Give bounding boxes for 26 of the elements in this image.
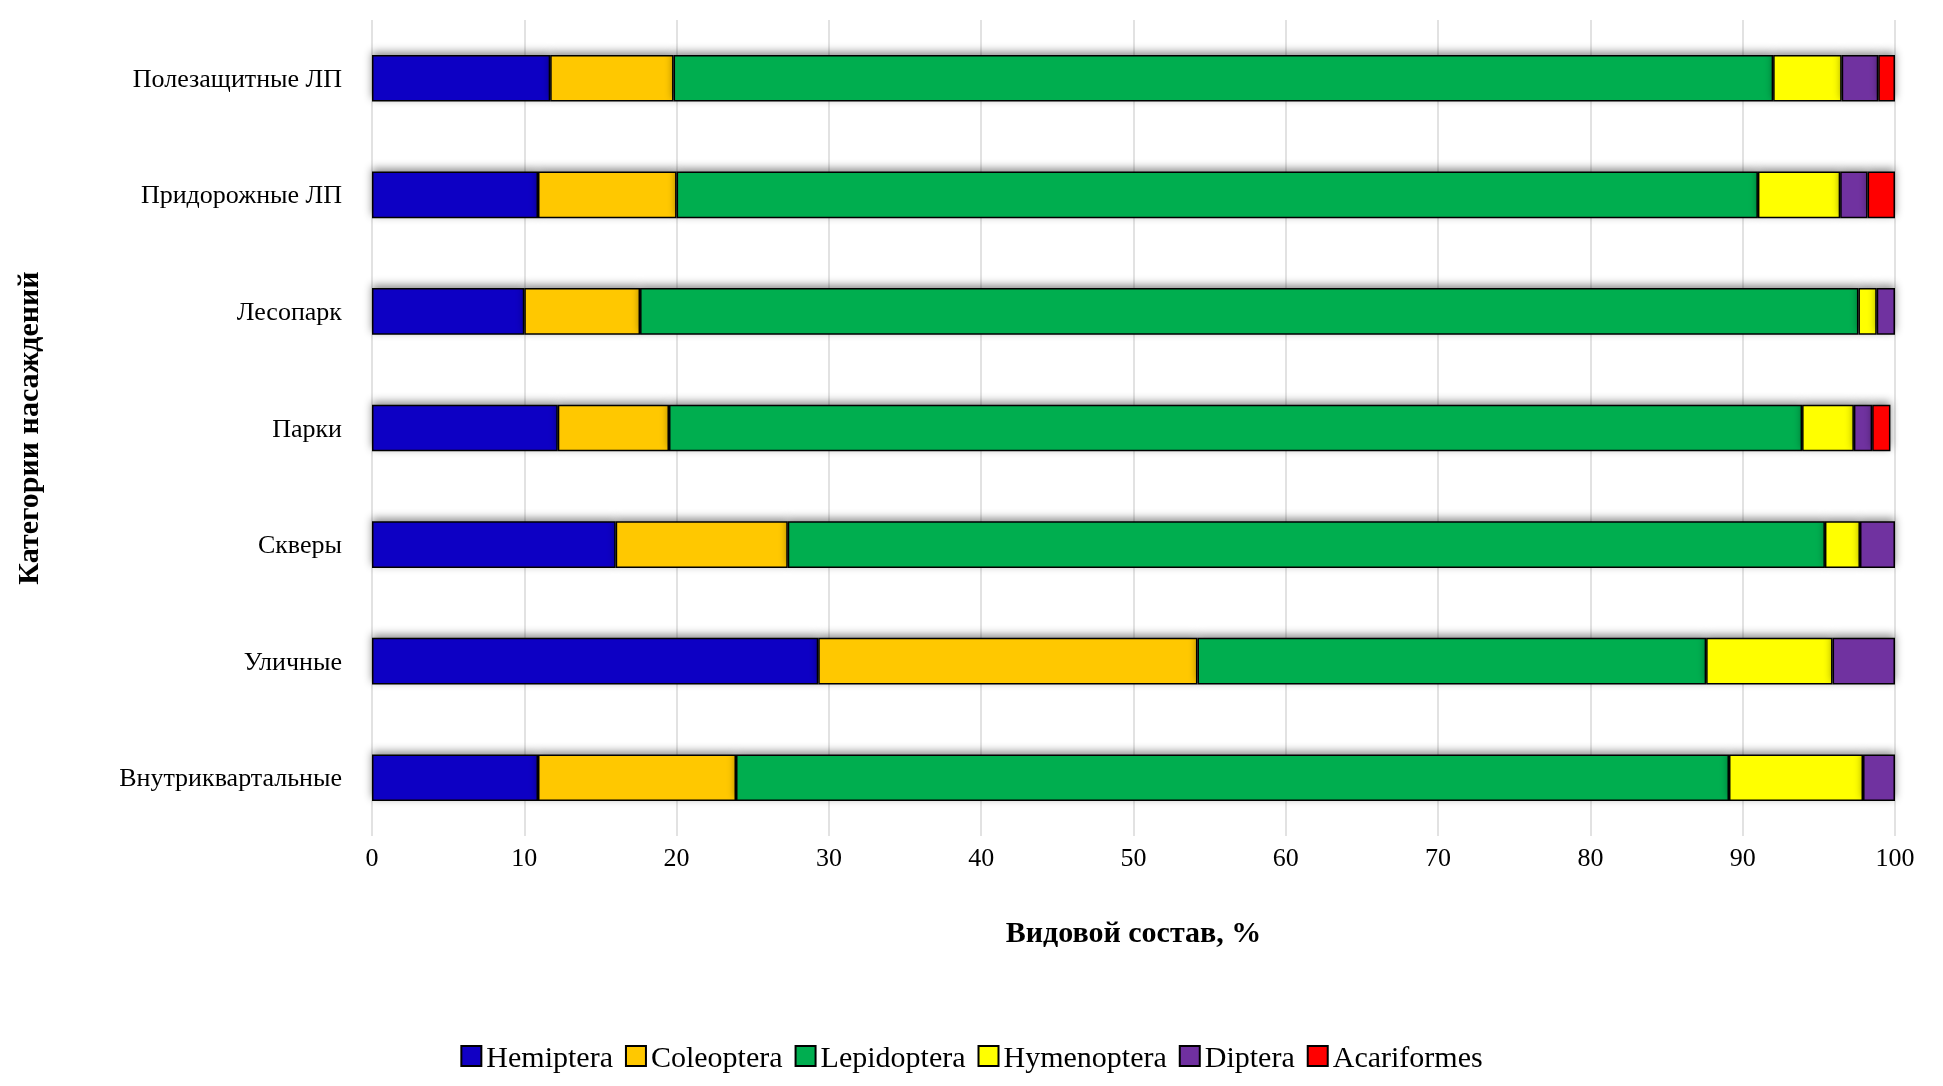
x-tick-label: 60: [1272, 842, 1299, 872]
y-tick-label: Полезащитные ЛП: [132, 63, 343, 93]
legend-label: Diptera: [1204, 1039, 1295, 1073]
x-tick-label: 30: [815, 842, 842, 872]
y-tick-label: Парки: [272, 413, 343, 443]
x-tick-label: 100: [1875, 842, 1915, 872]
x-tick-label: 80: [1577, 842, 1604, 872]
legend-label: Acariformes: [1332, 1039, 1483, 1073]
x-tick-label: 40: [968, 842, 995, 872]
y-tick-label: Придорожные ЛП: [140, 180, 343, 210]
x-tick-label: 70: [1425, 842, 1452, 872]
legend-label: Hemiptera: [486, 1039, 613, 1073]
legend-label: Lepidoptera: [820, 1039, 966, 1073]
y-tick-label: Скверы: [257, 530, 342, 560]
x-tick-label: 90: [1729, 842, 1756, 872]
y-tick-label: Внутриквартальные: [119, 763, 342, 793]
x-tick-label: 20: [663, 842, 690, 872]
legend-label: Coleoptera: [650, 1039, 783, 1073]
x-tick-label: 10: [511, 842, 538, 872]
legend-label: Hymenoptera: [1003, 1039, 1167, 1073]
x-tick-label: 50: [1120, 842, 1147, 872]
x-axis-title: Видовой состав, %: [1005, 914, 1262, 948]
y-axis-title: Категории насаждений: [10, 271, 44, 585]
y-tick-label: Уличные: [243, 646, 342, 676]
y-tick-label: Лесопарк: [236, 296, 343, 326]
x-tick-label: 0: [365, 842, 379, 872]
